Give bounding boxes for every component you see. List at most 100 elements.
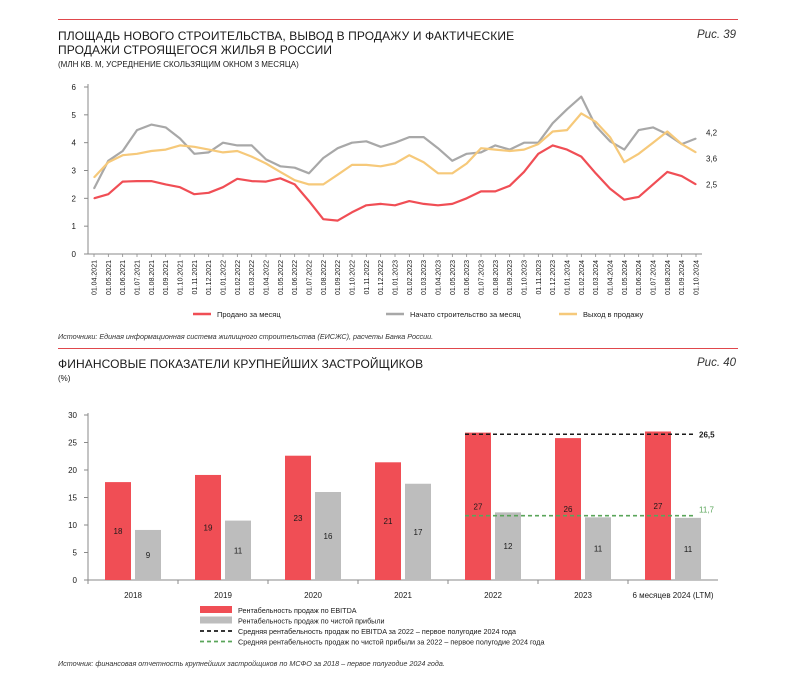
chart1-data-point — [93, 176, 95, 179]
chart1-x-tick-label: 01.04.2023 — [436, 260, 443, 295]
chart1-x-tick-label: 01.02.2022 — [235, 260, 242, 295]
chart1-data-point — [451, 172, 453, 174]
chart1-data-point — [308, 183, 310, 186]
chart1-data-point — [580, 155, 582, 158]
chart1-data-point — [609, 187, 611, 190]
chart1-data-point — [480, 147, 482, 149]
chart2-bar-label: 27 — [474, 502, 483, 511]
chart1-data-point — [437, 204, 439, 206]
chart1-x-tick-label: 01.07.2021 — [135, 260, 142, 295]
chart1-x-tick-label: 01.01.2022 — [221, 260, 228, 295]
chart1-data-point — [695, 183, 697, 186]
chart1-data-point — [337, 220, 339, 222]
chart1-data-point — [179, 144, 181, 147]
chart1-data-point — [365, 204, 367, 206]
chart1-x-tick-label: 01.05.2021 — [106, 260, 113, 295]
chart1-data-point — [308, 172, 310, 174]
chart1-data-point — [652, 126, 654, 128]
chart2-net-profit-bar — [135, 529, 161, 580]
chart1-x-tick-label: 01.08.2023 — [493, 260, 500, 295]
chart1-data-point — [552, 122, 554, 124]
chart1-data-point — [265, 158, 267, 160]
chart1-data-point — [222, 151, 224, 154]
chart2-bar-label: 9 — [146, 551, 151, 560]
chart1-data-point — [695, 137, 697, 140]
chart1-data-point — [666, 171, 668, 173]
chart2-legend-label: Средняя рентабельность продаж по чистой … — [238, 638, 544, 647]
chart1-legend-label: Выход в продажу — [583, 310, 643, 319]
chart1-data-point — [136, 153, 138, 155]
chart2-category-label: 2022 — [484, 591, 502, 600]
chart2-y-tick-label: 0 — [73, 576, 78, 585]
chart1-data-point — [509, 185, 511, 187]
chart1-data-point — [595, 172, 597, 174]
chart1-data-point — [580, 96, 582, 98]
chart1-x-tick-label: 01.09.2021 — [163, 260, 170, 295]
chart2-reference-label: 11,7 — [699, 506, 715, 515]
chart1-data-point — [107, 193, 109, 195]
chart2-net-profit-bar — [675, 517, 701, 580]
chart1-data-point — [322, 183, 324, 186]
chart1-data-point — [208, 151, 210, 154]
chart2-ebitda-bar — [375, 462, 401, 580]
chart1-x-tick-label: 01.07.2023 — [479, 260, 486, 295]
chart1-data-point — [623, 149, 625, 151]
chart1-data-point — [136, 180, 138, 182]
chart1-x-tick-label: 01.08.2021 — [149, 260, 156, 295]
chart1-subtitle: (МЛН КВ. М, УСРЕДНЕНИЕ СКОЛЬЗЯЩИМ ОКНОМ … — [58, 60, 299, 69]
chart2-figure-label: Рис. 40 — [697, 357, 736, 369]
chart1-x-tick-label: 01.05.2024 — [622, 260, 629, 295]
chart1-x-tick-label: 01.07.2024 — [651, 260, 658, 295]
chart1-data-point — [408, 136, 410, 138]
chart2-subtitle: (%) — [58, 374, 71, 383]
chart1-data-point — [580, 112, 582, 115]
chart1-data-point — [193, 146, 195, 148]
chart2-y-tick-label: 10 — [68, 521, 77, 530]
chart1-data-point — [566, 108, 568, 110]
chart1-data-point — [222, 142, 224, 144]
chart2-category-label: 2020 — [304, 591, 322, 600]
chart1-x-tick-label: 01.05.2022 — [278, 260, 285, 295]
chart1-x-tick-label: 01.06.2022 — [292, 260, 299, 295]
chart2-category-label: 2018 — [124, 591, 142, 600]
chart1-data-point — [251, 155, 253, 158]
chart2-ebitda-bar — [465, 432, 491, 580]
chart1-data-point — [122, 154, 124, 156]
chart1-x-tick-label: 01.03.2023 — [421, 260, 428, 295]
chart1-data-point — [236, 178, 238, 180]
chart1-y-tick-label: 2 — [72, 194, 77, 203]
chart1-x-tick-label: 01.04.2022 — [264, 260, 271, 295]
chart1-data-point — [652, 142, 654, 144]
chart2-bar-label: 23 — [294, 514, 303, 523]
chart1-data-point — [480, 151, 482, 154]
chart1-x-tick-label: 01.11.2021 — [192, 260, 199, 295]
chart2-category-label: 2019 — [214, 591, 232, 600]
chart1-data-point — [466, 153, 468, 155]
chart2-title: ФИНАНСОВЫЕ ПОКАЗАТЕЛИ КРУПНЕЙШИХ ЗАСТРОЙ… — [58, 357, 424, 371]
chart1-figure-label: Рис. 39 — [697, 29, 736, 41]
chart1-data-point — [122, 150, 124, 152]
chart1-data-point — [423, 136, 425, 138]
chart1-data-point — [351, 142, 353, 144]
chart1-x-tick-label: 01.06.2024 — [636, 260, 643, 295]
chart2-bar-label: 27 — [654, 502, 663, 511]
chart1-data-point — [93, 197, 95, 199]
chart1-x-tick-label: 01.02.2024 — [579, 260, 586, 295]
chart2-legend-swatch — [200, 616, 232, 624]
chart1-data-point — [595, 125, 597, 127]
chart1-data-point — [150, 180, 152, 182]
chart1-x-tick-label: 01.01.2024 — [565, 260, 572, 295]
chart1-data-point — [466, 197, 468, 199]
chart1-x-tick-label: 01.05.2023 — [450, 260, 457, 295]
chart1-data-point — [322, 157, 324, 159]
chart1-data-point — [193, 153, 195, 155]
chart1-data-point — [537, 143, 539, 145]
chart1-data-point — [136, 129, 138, 131]
chart1-data-point — [595, 121, 597, 123]
chart2-legend-label: Рентабельность продаж по чистой прибыли — [238, 617, 385, 626]
chart1-data-point — [251, 144, 253, 147]
chart1-data-point — [365, 140, 367, 142]
chart1-x-tick-label: 01.10.2022 — [350, 260, 357, 295]
chart1-x-tick-label: 01.01.2023 — [393, 260, 400, 295]
chart1-data-point — [179, 137, 181, 140]
